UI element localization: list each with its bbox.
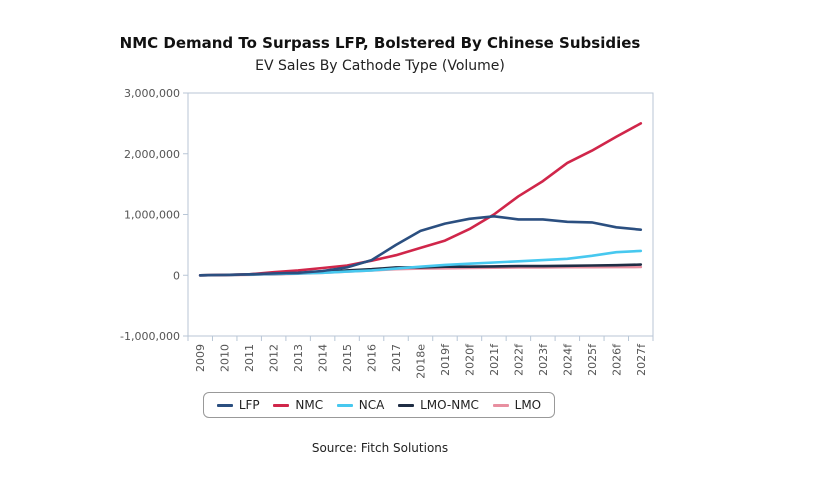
y-tick-label: -1,000,000	[120, 330, 180, 343]
chart-title: NMC Demand To Surpass LFP, Bolstered By …	[119, 34, 641, 52]
legend-swatch	[336, 403, 353, 407]
legend-item-lmo: LMO	[492, 398, 542, 412]
x-tick-label: 2017	[390, 344, 403, 372]
x-tick-label: 2009	[194, 344, 207, 372]
legend-label: LMO	[514, 398, 542, 412]
chart-legend: LFP NMC NCA LMO-NMC LMO	[203, 392, 555, 418]
y-tick-label: 2,000,000	[124, 148, 180, 161]
plot-area-frame	[187, 92, 654, 337]
x-tick-label: 2019f	[439, 343, 452, 376]
x-tick-label: 2014	[317, 344, 330, 372]
y-tick-label: 1,000,000	[124, 209, 180, 222]
legend-item-lmo-nmc: LMO-NMC	[398, 398, 479, 412]
x-tick-label: 2020f	[463, 343, 476, 376]
x-tick-label: 2010	[219, 344, 232, 372]
x-tick-label: 2015	[341, 344, 354, 372]
x-tick-label: 2024f	[561, 343, 574, 376]
x-tick-label: 2018e	[415, 344, 428, 379]
source-note: Source: Fitch Solutions	[311, 441, 449, 455]
legend-label: NCA	[358, 398, 385, 412]
x-tick-label: 2022f	[512, 343, 525, 376]
legend-item-nmc: NMC	[273, 398, 323, 412]
y-tick-label: 0	[173, 269, 180, 282]
x-tick-label: 2027f	[635, 343, 648, 376]
legend-item-nca: NCA	[336, 398, 385, 412]
legend-swatch	[216, 403, 233, 407]
legend-swatch	[273, 403, 290, 407]
legend-label: NMC	[295, 398, 324, 412]
legend-label: LFP	[238, 398, 260, 412]
x-tick-label: 2021f	[488, 343, 501, 376]
x-tick-label: 2025f	[586, 343, 599, 376]
legend-item-lfp: LFP	[216, 398, 260, 412]
x-tick-label: 2013	[292, 344, 305, 372]
y-tick-label: 3,000,000	[124, 87, 180, 100]
x-tick-label: 2026f	[610, 343, 623, 376]
legend-swatch	[492, 403, 509, 407]
x-tick-label: 2023f	[537, 343, 550, 376]
legend-swatch	[398, 403, 415, 407]
chart-subtitle: EV Sales By Cathode Type (Volume)	[255, 58, 505, 74]
series-line-nmc	[198, 122, 643, 277]
x-tick-label: 2012	[268, 344, 281, 372]
legend-label: LMO-NMC	[420, 398, 479, 412]
series-line-lfp	[198, 215, 643, 277]
x-tick-label: 2011	[243, 344, 256, 372]
x-tick-label: 2016	[366, 344, 379, 372]
